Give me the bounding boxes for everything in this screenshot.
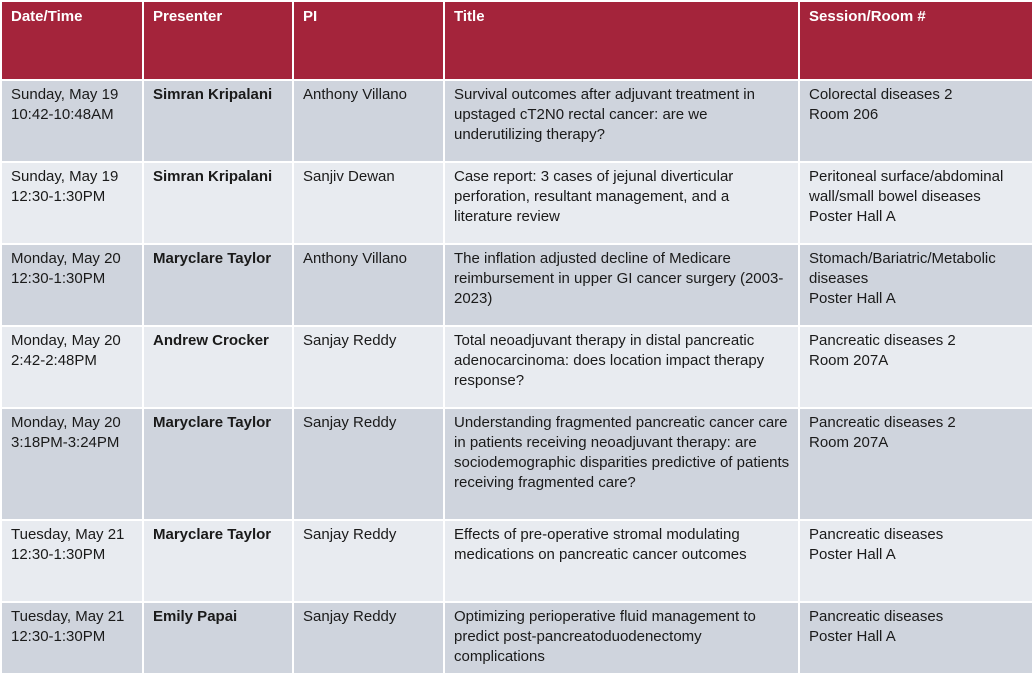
presenter-cell: Andrew Crocker <box>142 325 294 409</box>
date-text: Monday, May 20 <box>11 414 121 431</box>
room-text: Poster Hall A <box>809 546 896 563</box>
title-cell: Total neoadjuvant therapy in distal panc… <box>443 325 800 409</box>
title-cell: Survival outcomes after adjuvant treatme… <box>443 79 800 163</box>
presenter-cell: Simran Kripalani <box>142 79 294 163</box>
time-text: 12:30-1:30PM <box>11 188 106 205</box>
time-text: 12:30-1:30PM <box>11 270 106 287</box>
presenter-cell: Maryclare Taylor <box>142 519 294 603</box>
pi-cell: Sanjay Reddy <box>292 407 445 521</box>
session-text: Pancreatic diseases 2 <box>809 332 956 349</box>
date-time-cell: Tuesday, May 21 12:30-1:30PM <box>0 519 144 603</box>
pi-cell: Anthony Villano <box>292 79 445 163</box>
table-body: Sunday, May 19 10:42-10:48AM Simran Krip… <box>0 79 1032 675</box>
session-text: Stomach/Bariatric/Metabolic diseases <box>809 250 996 287</box>
table-row: Tuesday, May 21 12:30-1:30PM Emily Papai… <box>0 601 1032 675</box>
table-row: Sunday, May 19 12:30-1:30PM Simran Kripa… <box>0 161 1032 245</box>
title-cell: Optimizing perioperative fluid managemen… <box>443 601 800 675</box>
date-text: Monday, May 20 <box>11 250 121 267</box>
title-cell: The inflation adjusted decline of Medica… <box>443 243 800 327</box>
pi-cell: Sanjiv Dewan <box>292 161 445 245</box>
presenter-cell: Maryclare Taylor <box>142 407 294 521</box>
header-date-time: Date/Time <box>0 0 144 81</box>
title-cell: Case report: 3 cases of jejunal divertic… <box>443 161 800 245</box>
session-text: Colorectal diseases 2 <box>809 86 953 103</box>
header-row: Date/Time Presenter PI Title Session/Roo… <box>0 0 1032 81</box>
session-room-cell: Pancreatic diseases Poster Hall A <box>798 601 1032 675</box>
room-text: Poster Hall A <box>809 628 896 645</box>
session-room-cell: Stomach/Bariatric/Metabolic diseases Pos… <box>798 243 1032 327</box>
session-room-cell: Pancreatic diseases 2 Room 207A <box>798 407 1032 521</box>
session-text: Pancreatic diseases <box>809 526 944 543</box>
room-text: Poster Hall A <box>809 208 896 225</box>
date-text: Monday, May 20 <box>11 332 121 349</box>
time-text: 12:30-1:30PM <box>11 546 106 563</box>
session-room-cell: Pancreatic diseases 2 Room 207A <box>798 325 1032 409</box>
header-presenter: Presenter <box>142 0 294 81</box>
room-text: Room 207A <box>809 434 889 451</box>
header-pi: PI <box>292 0 445 81</box>
pi-cell: Sanjay Reddy <box>292 601 445 675</box>
presenter-cell: Maryclare Taylor <box>142 243 294 327</box>
session-room-cell: Peritoneal surface/abdominal wall/small … <box>798 161 1032 245</box>
table-row: Tuesday, May 21 12:30-1:30PM Maryclare T… <box>0 519 1032 603</box>
table-row: Monday, May 20 12:30-1:30PM Maryclare Ta… <box>0 243 1032 327</box>
date-time-cell: Monday, May 20 12:30-1:30PM <box>0 243 144 327</box>
room-text: Poster Hall A <box>809 290 896 307</box>
session-text: Pancreatic diseases <box>809 608 944 625</box>
table-row: Sunday, May 19 10:42-10:48AM Simran Krip… <box>0 79 1032 163</box>
session-room-cell: Pancreatic diseases Poster Hall A <box>798 519 1032 603</box>
date-text: Tuesday, May 21 <box>11 608 125 625</box>
session-text: Peritoneal surface/abdominal wall/small … <box>809 168 1004 205</box>
date-time-cell: Monday, May 20 3:18PM-3:24PM <box>0 407 144 521</box>
pi-cell: Anthony Villano <box>292 243 445 327</box>
pi-cell: Sanjay Reddy <box>292 325 445 409</box>
header-session-room: Session/Room # <box>798 0 1032 81</box>
pi-cell: Sanjay Reddy <box>292 519 445 603</box>
date-time-cell: Sunday, May 19 12:30-1:30PM <box>0 161 144 245</box>
date-text: Sunday, May 19 <box>11 86 119 103</box>
table-row: Monday, May 20 2:42-2:48PM Andrew Crocke… <box>0 325 1032 409</box>
time-text: 3:18PM-3:24PM <box>11 434 120 451</box>
date-time-cell: Tuesday, May 21 12:30-1:30PM <box>0 601 144 675</box>
date-text: Tuesday, May 21 <box>11 526 125 543</box>
table-row: Monday, May 20 3:18PM-3:24PM Maryclare T… <box>0 407 1032 521</box>
time-text: 2:42-2:48PM <box>11 352 97 369</box>
header-title: Title <box>443 0 800 81</box>
presenter-cell: Simran Kripalani <box>142 161 294 245</box>
room-text: Room 206 <box>809 106 879 123</box>
table-header: Date/Time Presenter PI Title Session/Roo… <box>0 0 1032 81</box>
time-text: 12:30-1:30PM <box>11 628 106 645</box>
time-text: 10:42-10:48AM <box>11 106 114 123</box>
title-cell: Effects of pre-operative stromal modulat… <box>443 519 800 603</box>
date-time-cell: Sunday, May 19 10:42-10:48AM <box>0 79 144 163</box>
presenter-cell: Emily Papai <box>142 601 294 675</box>
date-text: Sunday, May 19 <box>11 168 119 185</box>
date-time-cell: Monday, May 20 2:42-2:48PM <box>0 325 144 409</box>
session-text: Pancreatic diseases 2 <box>809 414 956 431</box>
title-cell: Understanding fragmented pancreatic canc… <box>443 407 800 521</box>
session-room-cell: Colorectal diseases 2 Room 206 <box>798 79 1032 163</box>
room-text: Room 207A <box>809 352 889 369</box>
